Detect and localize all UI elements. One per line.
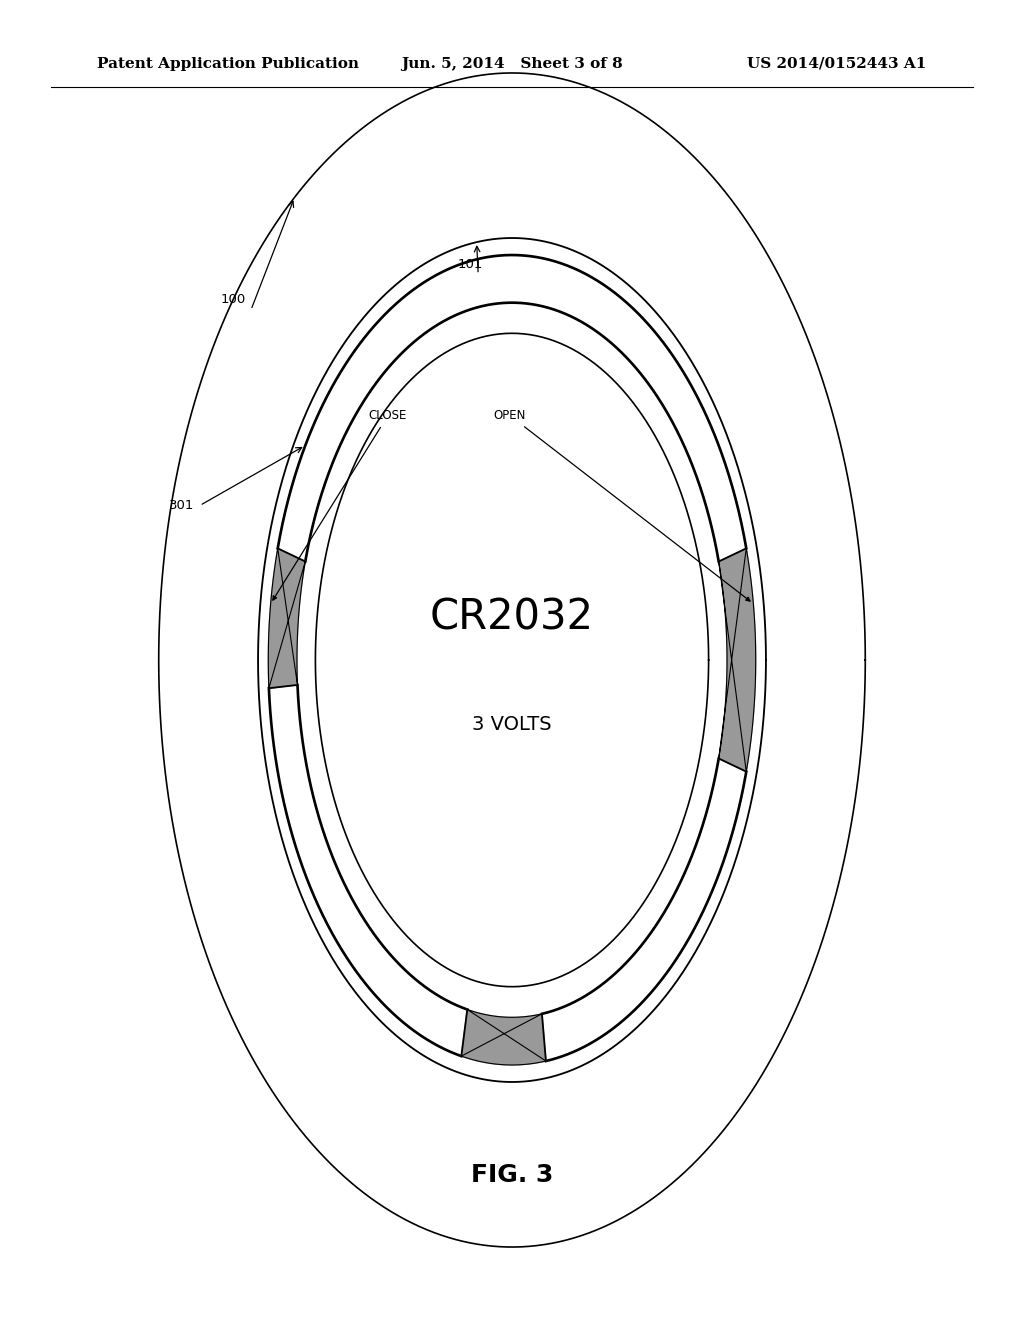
Text: Jun. 5, 2014   Sheet 3 of 8: Jun. 5, 2014 Sheet 3 of 8 <box>401 57 623 71</box>
Text: 100: 100 <box>220 293 246 306</box>
Polygon shape <box>462 1010 546 1065</box>
Text: 101: 101 <box>458 257 483 271</box>
Polygon shape <box>719 548 756 772</box>
Text: OPEN: OPEN <box>494 409 526 422</box>
Text: 301: 301 <box>169 499 195 512</box>
Polygon shape <box>268 548 305 688</box>
Text: CR2032: CR2032 <box>430 597 594 639</box>
Text: US 2014/0152443 A1: US 2014/0152443 A1 <box>748 57 927 71</box>
Text: FIG. 3: FIG. 3 <box>471 1163 553 1187</box>
Text: Patent Application Publication: Patent Application Publication <box>97 57 359 71</box>
Text: 3 VOLTS: 3 VOLTS <box>472 715 552 734</box>
Text: CLOSE: CLOSE <box>368 409 407 422</box>
